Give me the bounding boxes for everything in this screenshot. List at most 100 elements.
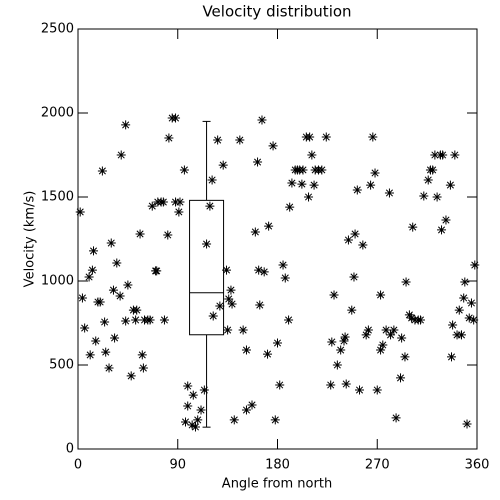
point [171,113,181,123]
point [378,340,388,350]
point [123,280,133,290]
point [349,272,359,282]
point [347,305,357,315]
point [448,320,458,330]
point [268,141,278,151]
point [273,338,282,348]
point [376,290,386,300]
point [138,363,148,373]
point [100,317,110,327]
point [97,166,107,176]
point [115,291,125,301]
point [415,315,425,325]
point [158,197,168,207]
x-tick-label: 90 [169,458,186,473]
point [250,227,260,237]
point [363,325,373,335]
point [423,175,433,185]
point [339,336,349,346]
point [223,325,233,335]
point [404,310,414,320]
point [106,238,116,248]
point [241,345,251,355]
point [215,301,225,311]
y-tick-label: 500 [49,358,74,373]
chart-title: Velocity distribution [202,3,351,21]
point [464,313,474,323]
point [131,315,141,325]
x-tick-label: 0 [74,458,82,473]
point [287,178,297,188]
point [317,165,327,175]
point [183,401,193,411]
y-axis-label: Velocity (km/s) [23,191,38,288]
point [400,352,410,362]
point [121,316,131,326]
point [159,315,169,325]
point [278,260,288,270]
point [199,385,209,395]
point [91,336,101,346]
point [309,180,319,190]
point [101,347,111,357]
y-tick-label: 1000 [41,274,74,289]
point [259,267,269,277]
point [366,180,376,190]
point [175,197,185,207]
point [470,260,480,270]
point [355,385,365,395]
point [450,150,460,160]
point [384,188,394,198]
point [235,135,245,145]
point [327,337,337,347]
x-tick-label: 360 [465,458,490,473]
point [238,325,248,335]
point [391,413,401,423]
point [247,400,257,410]
point [432,192,442,202]
point [441,215,451,225]
y-tick-label: 0 [66,442,74,457]
point [297,179,307,189]
point [174,207,184,217]
x-axis-label: Angle from north [222,477,332,492]
point [87,265,97,275]
point [196,405,206,415]
point [132,305,142,315]
x-tick-label: 270 [365,458,390,473]
point [126,371,136,381]
point [135,229,145,239]
point [218,160,228,170]
point [183,381,193,391]
point [340,332,350,342]
point [85,350,95,360]
point [208,311,218,321]
point [285,202,295,212]
point [326,380,336,390]
point [229,415,239,425]
point [104,363,114,373]
point [227,299,237,309]
point [222,265,232,275]
point [376,345,386,355]
point [428,165,438,175]
point [447,352,457,362]
point [108,285,118,295]
point [213,135,223,145]
point [321,132,331,142]
point [307,150,317,160]
point [438,150,448,160]
point [350,229,360,239]
point [358,240,368,250]
point [466,298,476,308]
point [121,120,131,130]
point [207,175,217,185]
point [187,420,197,430]
point [241,405,251,415]
point [77,293,87,303]
point [224,294,234,304]
point [193,415,203,425]
y-tick-label: 1500 [41,190,74,205]
point [263,349,273,359]
